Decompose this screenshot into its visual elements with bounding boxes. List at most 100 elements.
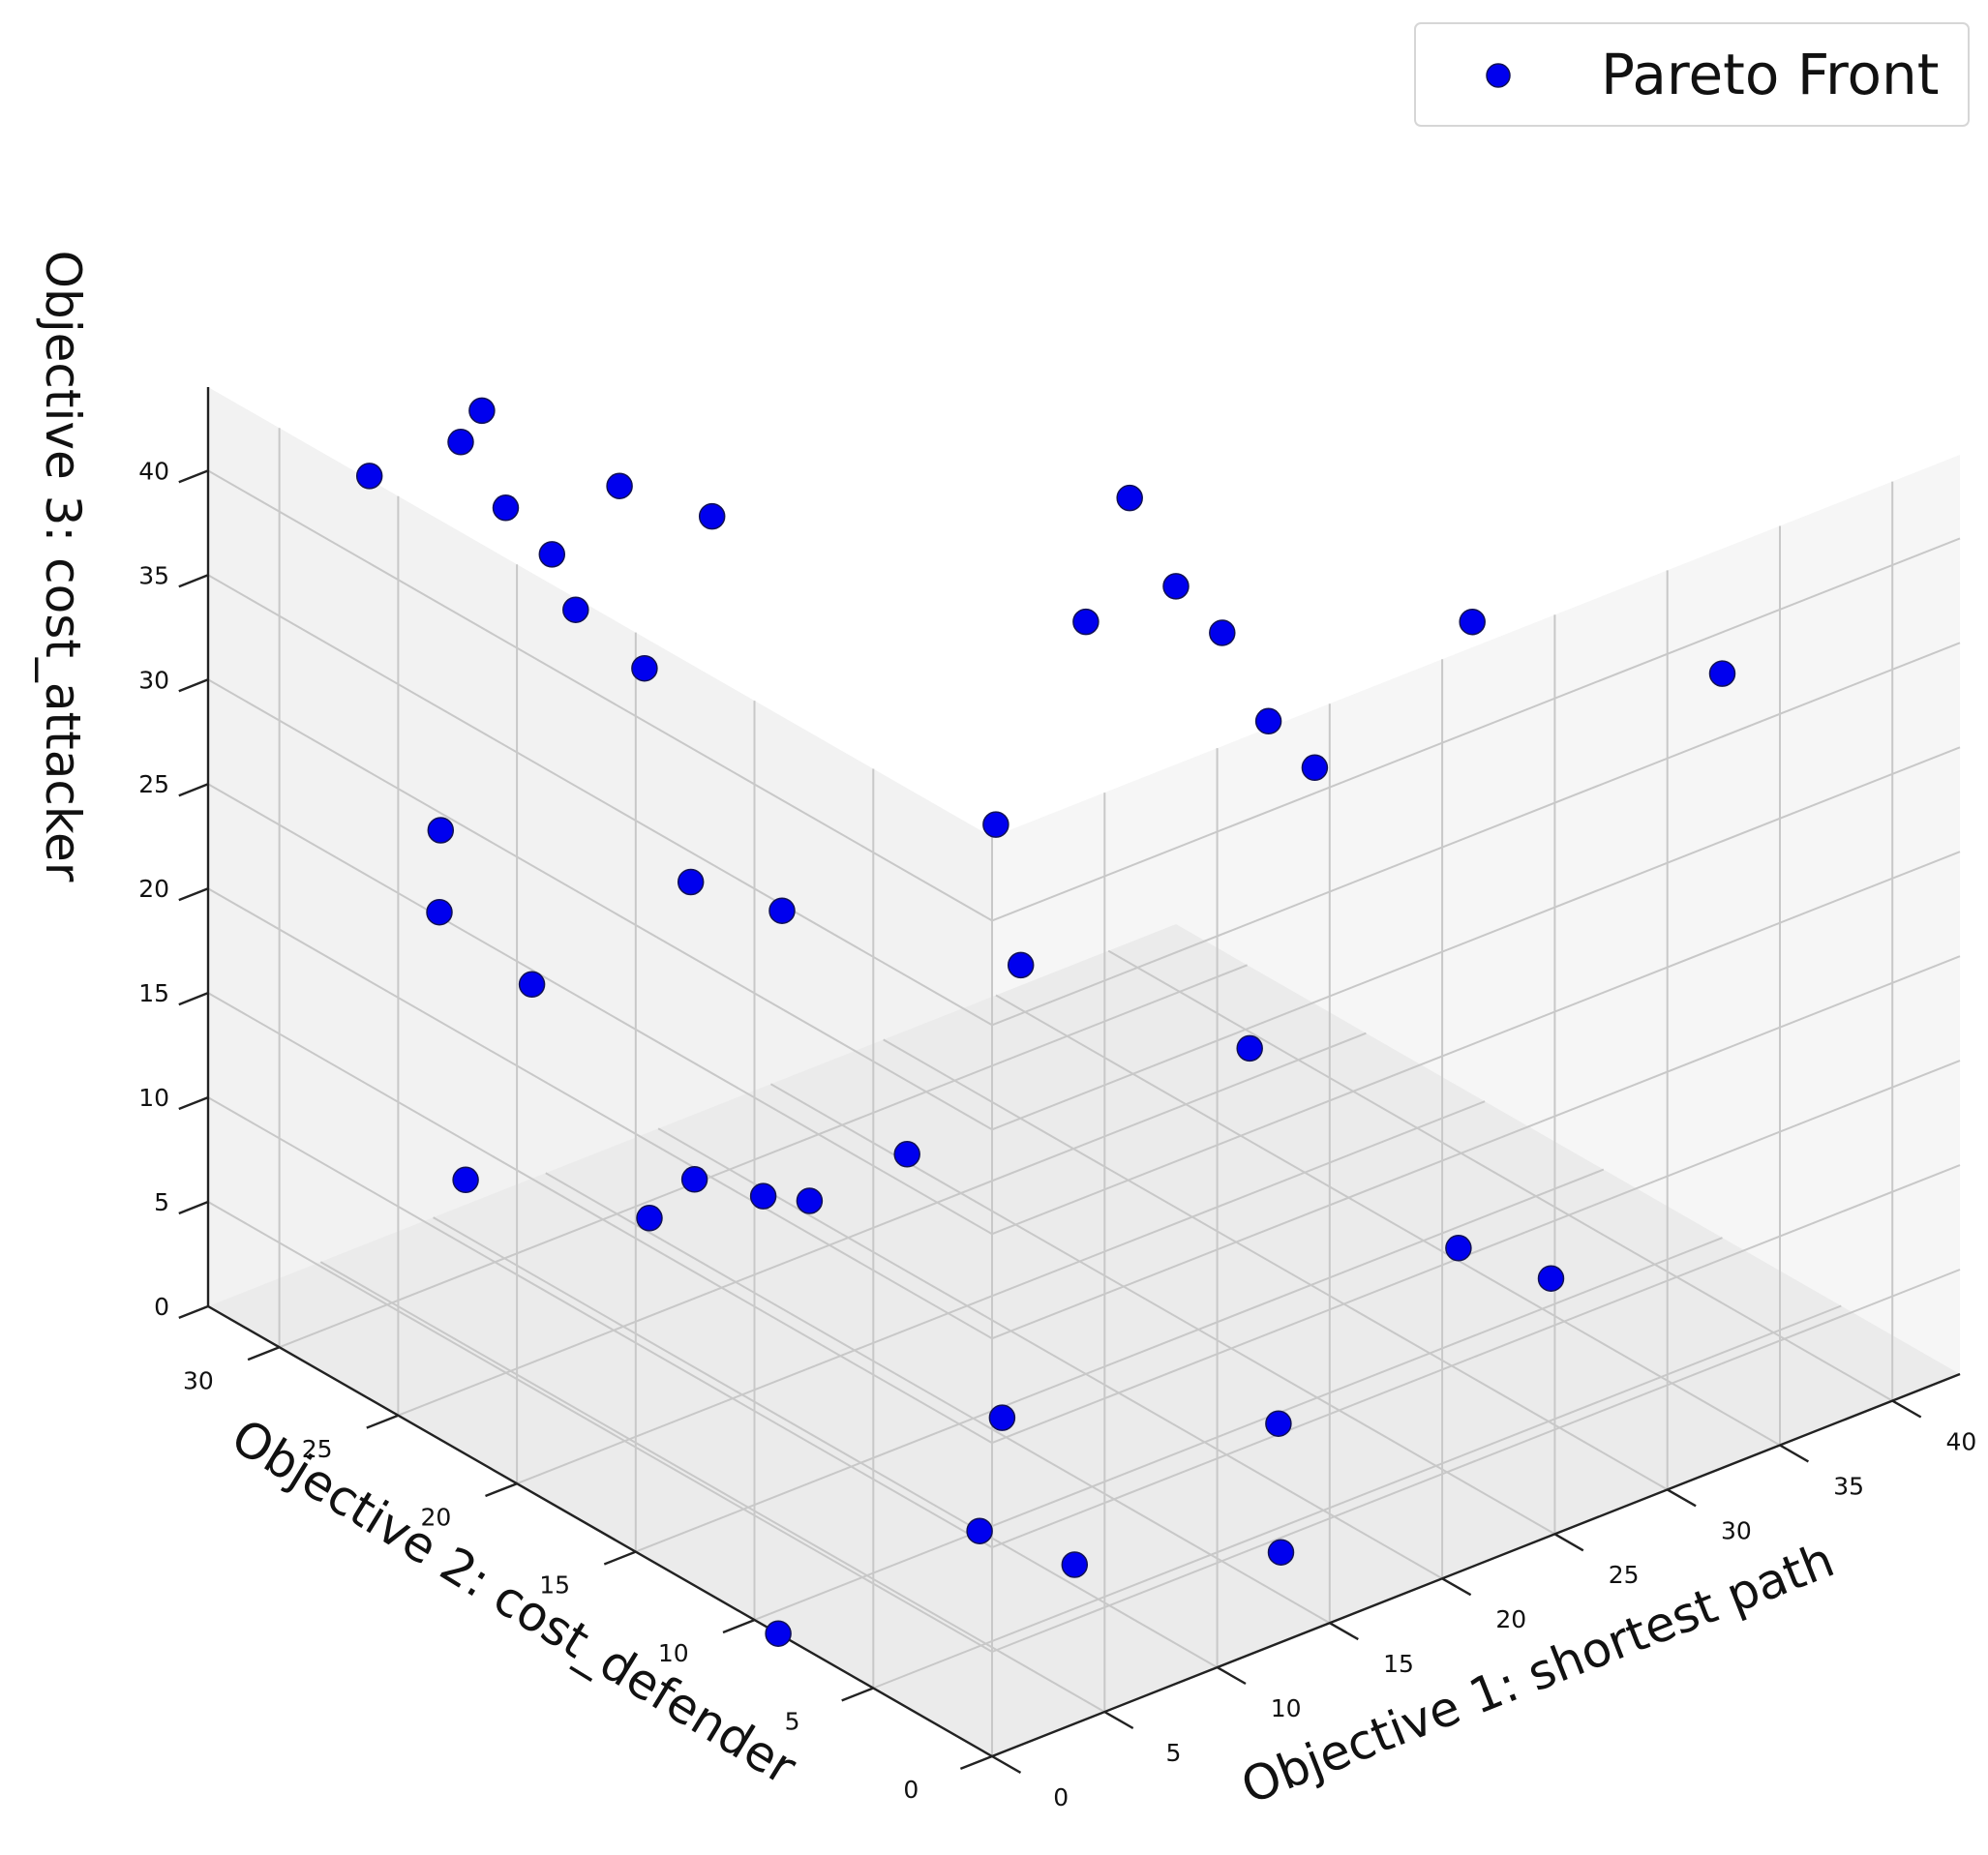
grid-line-floor-y [398, 1032, 1367, 1417]
x-axis-line [991, 1372, 1961, 1758]
legend-box [1414, 22, 1970, 127]
z-tick-label: 25 [138, 770, 169, 798]
data-point-15 [636, 1205, 663, 1232]
data-point-6 [698, 502, 726, 530]
data-point-29 [1236, 1034, 1263, 1062]
grid-line-wall-z-right [991, 851, 1961, 1236]
data-points [355, 397, 1736, 1647]
legend: Pareto Front [1414, 22, 1970, 127]
z-tick-mark [178, 887, 209, 902]
y-tick-label: 10 [658, 1639, 689, 1667]
z-tick-label: 40 [138, 457, 169, 485]
data-point-36 [1061, 1551, 1089, 1578]
grid-line-wall-z-right [991, 642, 1961, 1027]
grid-line-wall-z-left [207, 1096, 993, 1548]
z-tick-label: 10 [138, 1084, 169, 1112]
grid-line-wall-z-left [207, 469, 993, 922]
z-tick-mark [178, 678, 209, 693]
y-tick-mark [485, 1482, 518, 1498]
grid-line-wall-z-right [991, 746, 1961, 1131]
z-tick-label: 30 [138, 666, 169, 694]
grid-line-wall-z-left [207, 678, 993, 1131]
x-tick-mark [1779, 1444, 1809, 1463]
x-tick-mark [991, 1754, 1022, 1774]
data-point-28 [1007, 951, 1035, 979]
y-tick-label: 25 [302, 1435, 333, 1463]
x-tick-label: 5 [1166, 1739, 1182, 1767]
data-point-16 [680, 1166, 708, 1193]
tick-marks-and-labels: 0 5 10 15 20 25 30 35 40 0 5 10 15 20 25 30 0 5 10 15 20 25 30… [138, 457, 1976, 1811]
y-tick-label: 30 [183, 1366, 214, 1394]
z-tick-label: 20 [138, 875, 169, 903]
grid-line-wall-z-left [207, 992, 993, 1444]
data-point-30 [893, 1141, 920, 1168]
z-tick-mark [178, 1200, 209, 1215]
data-point-33 [988, 1404, 1016, 1431]
x-tick-label: 15 [1383, 1650, 1414, 1678]
data-point-14 [452, 1166, 479, 1194]
data-point-34 [1265, 1410, 1292, 1437]
grid-line-floor-x [883, 1038, 1669, 1491]
z-tick-label: 15 [138, 979, 169, 1007]
x-tick-mark [1667, 1488, 1697, 1508]
grid-line-floor-x [433, 1216, 1219, 1668]
z-tick-mark [178, 469, 209, 484]
z-axis-title: Objective 3: cost_attacker [35, 251, 91, 883]
data-point-31 [1445, 1235, 1472, 1262]
x-tick-mark [1103, 1711, 1134, 1730]
x-tick-label: 30 [1721, 1516, 1752, 1544]
data-point-25 [1459, 608, 1486, 636]
data-point-10 [426, 898, 453, 926]
grid-line-wall-z-right [991, 1060, 1961, 1445]
data-point-13 [768, 897, 796, 924]
grid-line-wall-z-right [991, 1269, 1961, 1653]
grid-line-wall-z-right [991, 955, 1961, 1340]
x-tick-label: 35 [1833, 1472, 1864, 1500]
data-point-0 [355, 463, 383, 490]
y-tick-mark [247, 1346, 281, 1361]
x-tick-mark [1553, 1533, 1584, 1552]
y-tick-label: 15 [539, 1571, 570, 1600]
data-point-7 [427, 817, 455, 844]
data-point-23 [1254, 707, 1282, 735]
legend-marker-pareto-front [1486, 63, 1511, 88]
y-tick-label: 5 [785, 1708, 800, 1736]
data-point-3 [492, 494, 520, 522]
grid-line-floor-y [516, 1100, 1486, 1485]
data-point-11 [518, 971, 546, 999]
grid-line-floor-y [279, 964, 1248, 1349]
z-tick-label: 0 [154, 1293, 169, 1321]
data-point-38 [765, 1620, 792, 1647]
y-tick-mark [603, 1550, 637, 1566]
grid-line-wall-z-left [207, 1201, 993, 1653]
data-point-4 [538, 541, 566, 568]
x-tick-mark [1441, 1577, 1472, 1597]
grid-line-floor-x [545, 1172, 1331, 1625]
data-point-2 [468, 397, 496, 425]
y-tick-label: 0 [903, 1776, 919, 1804]
x-tick-mark [1329, 1622, 1359, 1641]
x-tick-mark [1217, 1666, 1247, 1686]
data-point-8 [562, 596, 589, 623]
data-point-17 [749, 1182, 777, 1210]
y-tick-mark [841, 1687, 874, 1702]
data-point-35 [1267, 1539, 1295, 1566]
data-point-37 [966, 1517, 993, 1544]
x-tick-label: 20 [1495, 1605, 1526, 1633]
data-point-21 [1162, 573, 1190, 600]
data-point-32 [1537, 1265, 1565, 1292]
grid-line-wall-z-right [991, 1164, 1961, 1549]
grid-line-wall-z-right [991, 537, 1961, 922]
y-axis-line [207, 1304, 993, 1758]
z-tick-label: 5 [154, 1188, 169, 1216]
data-point-9 [631, 654, 658, 682]
z-tick-mark [178, 1095, 209, 1111]
data-point-5 [606, 472, 633, 499]
y-tick-mark [366, 1414, 399, 1429]
data-point-18 [796, 1187, 824, 1214]
grid-line-wall-z-left [207, 783, 993, 1236]
data-point-24 [1301, 754, 1329, 782]
legend-label-pareto-front: Pareto Front [1601, 42, 1940, 107]
grid-line-floor-y [872, 1304, 1842, 1690]
